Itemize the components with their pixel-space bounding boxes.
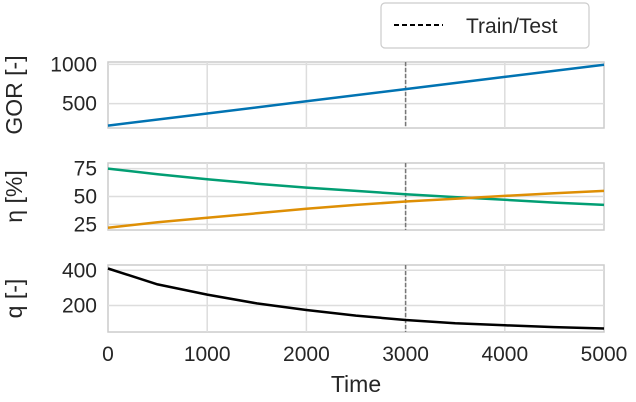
y-tick-label: 200 — [62, 295, 97, 318]
series-line-1 — [107, 267, 605, 330]
series-line-2 — [107, 189, 605, 230]
y-tick-label: 25 — [74, 213, 97, 236]
y-tick-label: 50 — [74, 186, 97, 209]
plot-frame — [107, 264, 605, 333]
y-tick-label: 75 — [74, 158, 97, 181]
x-tick-label: 0 — [102, 343, 114, 366]
x-tick-label: 4000 — [481, 343, 528, 366]
y-tick-label: 400 — [62, 259, 97, 282]
x-tick-label: 3000 — [382, 343, 429, 366]
legend: Train/Test — [380, 2, 590, 49]
series-line-1 — [107, 63, 605, 127]
subplot-2: 25 50 75 η [%] — [1, 158, 605, 236]
y-axis-label: q [-] — [1, 279, 27, 319]
x-axis-label: Time — [331, 371, 381, 397]
y-tick-label: 500 — [62, 93, 97, 116]
y-axis-label: GOR [-] — [1, 55, 27, 134]
y-tick-label: 1000 — [50, 53, 97, 76]
subplot-1: 500 1000 GOR [-] — [1, 53, 605, 135]
series-line-1 — [107, 167, 605, 207]
x-tick-label: 5000 — [581, 343, 628, 366]
legend-label: Train/Test — [466, 15, 558, 38]
subplots: 500 1000 GOR [-] 25 50 75 η [%] 200 400 q [-] 0 100… — [1, 53, 627, 397]
y-axis-label: η [%] — [1, 170, 27, 222]
subplot-3: 200 400 q [-] 0 1000 2000 3000 4000 5000 Time — [1, 259, 627, 397]
legend-box — [380, 2, 590, 49]
x-tick-label: 1000 — [184, 343, 231, 366]
x-tick-label: 2000 — [283, 343, 330, 366]
